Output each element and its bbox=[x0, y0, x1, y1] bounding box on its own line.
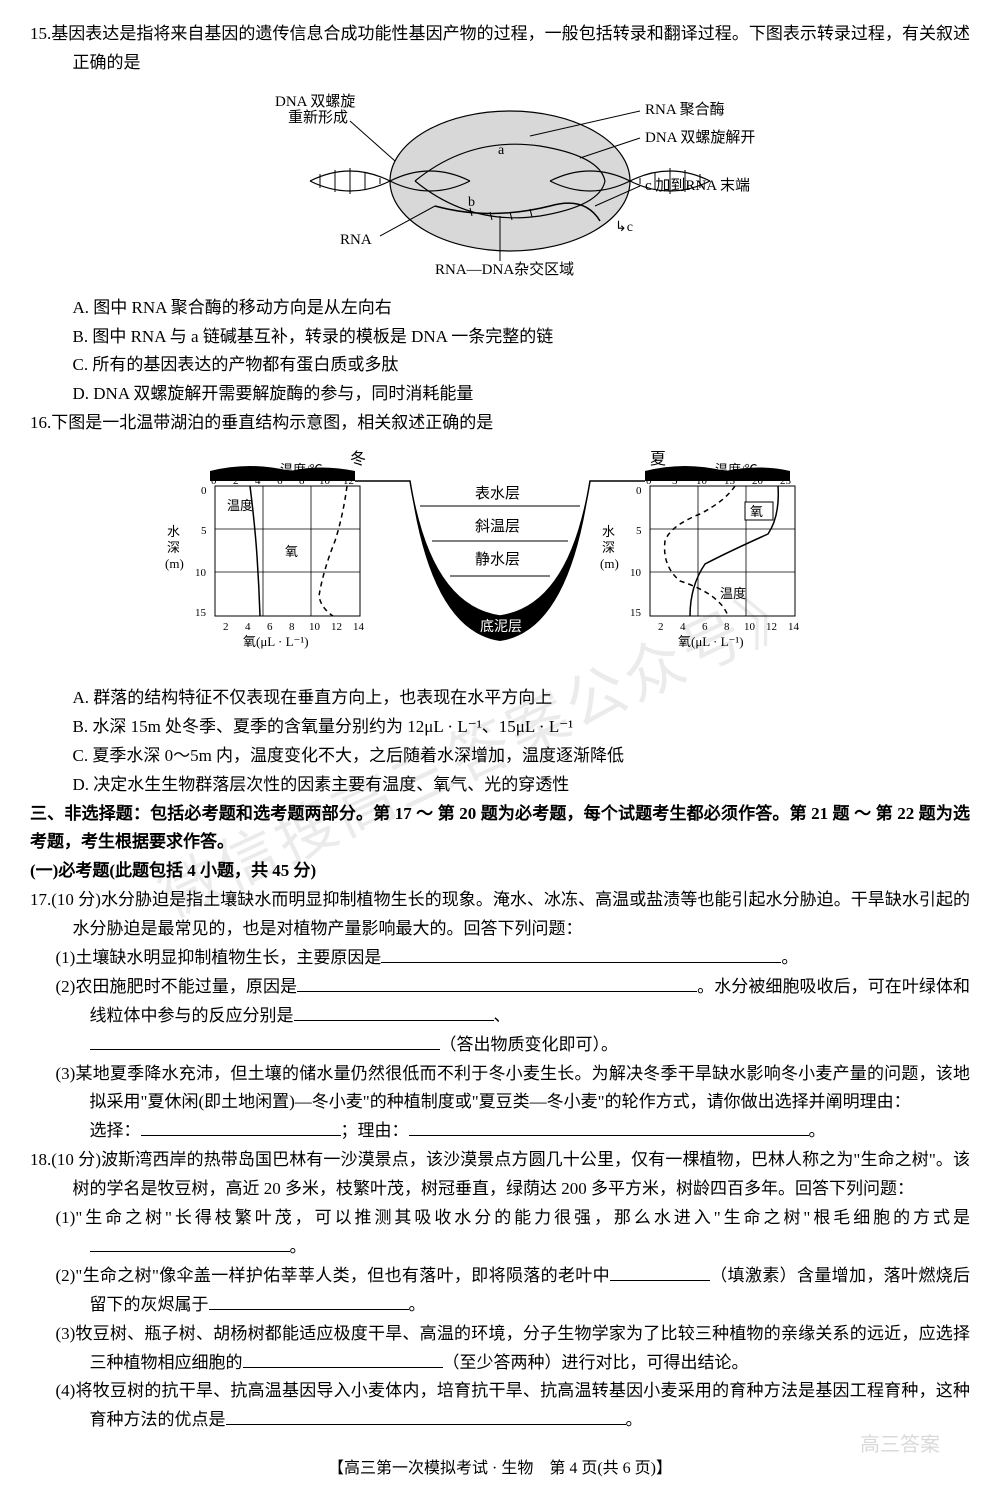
q16-stem: 16.下图是一北温带湖泊的垂直结构示意图，相关叙述正确的是 bbox=[30, 409, 970, 438]
q15-option-c: C. 所有的基因表达的产物都有蛋白质或多肽 bbox=[73, 351, 971, 380]
svg-text:斜温层: 斜温层 bbox=[475, 518, 520, 535]
svg-text:DNA 双螺旋解开: DNA 双螺旋解开 bbox=[645, 129, 755, 146]
svg-text:8: 8 bbox=[724, 621, 730, 633]
svg-text:4: 4 bbox=[680, 621, 686, 633]
blank bbox=[381, 945, 781, 963]
q15-option-b: B. 图中 RNA 与 a 链碱基互补，转录的模板是 DNA 一条完整的链 bbox=[73, 323, 971, 352]
svg-text:5: 5 bbox=[636, 525, 642, 537]
corner-watermark: 高三答案 bbox=[860, 1428, 940, 1462]
svg-text:夏: 夏 bbox=[650, 451, 666, 468]
blank bbox=[243, 1350, 443, 1368]
blank bbox=[90, 1234, 290, 1252]
svg-text:8: 8 bbox=[299, 475, 305, 487]
svg-text:6: 6 bbox=[267, 621, 273, 633]
q17-p3: (3)某地夏季降水充沛，但土壤的储水量仍然很低而不利于冬小麦生长。为解决冬季干旱… bbox=[30, 1060, 970, 1147]
q18-stem: 18.(10 分)波斯湾西岸的热带岛国巴林有一沙漠景点，该沙漠景点方圆几十公里，… bbox=[30, 1146, 970, 1204]
q18-p1: (1)"生命之树"长得枝繁叶茂，可以推测其吸收水分的能力很强，那么水进入"生命之… bbox=[30, 1204, 970, 1262]
svg-text:2: 2 bbox=[233, 475, 239, 487]
svg-text:0: 0 bbox=[646, 475, 652, 487]
svg-text:10: 10 bbox=[630, 567, 642, 579]
svg-text:温度: 温度 bbox=[720, 586, 746, 601]
q15-label-c-letter: ↳c bbox=[615, 220, 633, 235]
svg-text:15: 15 bbox=[630, 607, 642, 619]
q18-p2: (2)"生命之树"像伞盖一样护佑莘莘人类，但也有落叶，即将陨落的老叶中（填激素）… bbox=[30, 1262, 970, 1320]
svg-text:氧: 氧 bbox=[285, 544, 298, 559]
q15-option-d: D. DNA 双螺旋解开需要解旋酶的参与，同时消耗能量 bbox=[73, 380, 971, 409]
svg-text:2: 2 bbox=[223, 621, 229, 633]
q17-stem: 17.(10 分)水分胁迫是指土壤缺水而明显抑制植物生长的现象。淹水、冰冻、高温… bbox=[30, 886, 970, 944]
svg-text:RNA—DNA杂交区域: RNA—DNA杂交区域 bbox=[435, 260, 574, 276]
svg-text:氧(μL · L⁻¹): 氧(μL · L⁻¹) bbox=[678, 634, 744, 649]
svg-text:冬: 冬 bbox=[350, 450, 366, 468]
svg-text:氧(μL · L⁻¹): 氧(μL · L⁻¹) bbox=[243, 634, 309, 649]
svg-text:温度: 温度 bbox=[227, 498, 253, 513]
svg-text:底泥层: 底泥层 bbox=[480, 619, 522, 635]
svg-text:6: 6 bbox=[702, 621, 708, 633]
svg-text:0: 0 bbox=[636, 485, 642, 497]
svg-text:6: 6 bbox=[277, 475, 283, 487]
svg-text:水: 水 bbox=[602, 524, 615, 539]
svg-text:12: 12 bbox=[331, 621, 342, 633]
q17-p1: (1)土壤缺水明显抑制植物生长，主要原因是。 bbox=[30, 944, 970, 973]
svg-text:25: 25 bbox=[780, 475, 792, 487]
blank bbox=[226, 1407, 626, 1425]
q16-option-c: C. 夏季水深 0～5m 内，温度变化不大，之后随着水深增加，温度逐渐降低 bbox=[73, 742, 971, 771]
svg-text:RNA: RNA bbox=[340, 232, 372, 248]
section3-title: 三、非选择题：包括必考题和选考题两部分。第 17 ～ 第 20 题为必考题，每个… bbox=[30, 800, 970, 858]
svg-text:10: 10 bbox=[309, 621, 321, 633]
svg-text:12: 12 bbox=[343, 475, 354, 487]
q18-p3: (3)牧豆树、瓶子树、胡杨树都能适应极度干旱、高温的环境，分子生物学家为了比较三… bbox=[30, 1320, 970, 1378]
svg-text:15: 15 bbox=[195, 607, 207, 619]
svg-text:DNA 双螺旋: DNA 双螺旋 bbox=[275, 93, 355, 110]
q16-option-b: B. 水深 15m 处冬季、夏季的含氧量分别约为 12μL · L⁻¹、15μL… bbox=[73, 713, 971, 742]
svg-text:10: 10 bbox=[319, 475, 331, 487]
blank bbox=[294, 1003, 494, 1021]
blank bbox=[90, 1032, 440, 1050]
svg-text:重新形成: 重新形成 bbox=[288, 109, 348, 126]
svg-text:4: 4 bbox=[245, 621, 251, 633]
svg-text:RNA 聚合酶: RNA 聚合酶 bbox=[645, 101, 725, 118]
q16-option-d: D. 决定水生生物群落层次性的因素主要有温度、氧气、光的穿透性 bbox=[73, 771, 971, 800]
svg-text:10: 10 bbox=[696, 475, 708, 487]
svg-text:14: 14 bbox=[788, 621, 800, 633]
page-footer: 【高三第一次模拟考试 · 生物 第 4 页(共 6 页)】 bbox=[30, 1455, 970, 1482]
q15-label-a: a bbox=[498, 143, 505, 158]
q15-label-b: b bbox=[468, 195, 475, 210]
svg-text:(m): (m) bbox=[165, 556, 184, 571]
svg-text:15: 15 bbox=[724, 475, 736, 487]
svg-text:水: 水 bbox=[167, 524, 180, 539]
blank bbox=[209, 1292, 409, 1310]
svg-text:5: 5 bbox=[672, 475, 678, 487]
svg-text:8: 8 bbox=[289, 621, 295, 633]
svg-text:12: 12 bbox=[766, 621, 777, 633]
svg-text:2: 2 bbox=[658, 621, 664, 633]
q15-diagram: a b ↳c DNA 双螺旋 重新形成 RNA 聚合酶 DNA 双螺旋解开 c … bbox=[30, 86, 970, 286]
svg-text:深: 深 bbox=[602, 540, 615, 555]
blank bbox=[141, 1118, 341, 1136]
q15-option-a: A. 图中 RNA 聚合酶的移动方向是从左向右 bbox=[73, 294, 971, 323]
svg-text:10: 10 bbox=[195, 567, 207, 579]
svg-text:氧: 氧 bbox=[750, 504, 763, 519]
q15-stem: 15.基因表达是指将来自基因的遗传信息合成功能性基因产物的过程，一般包括转录和翻… bbox=[30, 20, 970, 78]
svg-text:深: 深 bbox=[167, 540, 180, 555]
svg-text:10: 10 bbox=[744, 621, 756, 633]
svg-text:(m): (m) bbox=[600, 556, 619, 571]
svg-text:4: 4 bbox=[255, 475, 261, 487]
svg-text:20: 20 bbox=[752, 475, 764, 487]
svg-text:0: 0 bbox=[201, 485, 207, 497]
section3-sub1: (一)必考题(此题包括 4 小题，共 45 分) bbox=[30, 857, 970, 886]
blank bbox=[297, 974, 697, 992]
svg-text:c 加到RNA 末端: c 加到RNA 末端 bbox=[645, 177, 750, 194]
svg-text:0: 0 bbox=[211, 475, 217, 487]
svg-text:14: 14 bbox=[353, 621, 365, 633]
q18-p4: (4)将牧豆树的抗干旱、抗高温基因导入小麦体内，培育抗干旱、抗高温转基因小麦采用… bbox=[30, 1377, 970, 1435]
q16-diagram: 底泥层 表水层 斜温层 静水层 冬 温度/℃ 024 681012 水 深 (m… bbox=[30, 446, 970, 676]
q17-p2: (2)农田施肥时不能过量，原因是。水分被细胞吸收后，可在叶绿体和线粒体中参与的反… bbox=[30, 973, 970, 1060]
svg-text:5: 5 bbox=[201, 525, 207, 537]
blank bbox=[409, 1118, 809, 1136]
svg-text:静水层: 静水层 bbox=[475, 551, 520, 568]
svg-text:表水层: 表水层 bbox=[475, 485, 520, 502]
q16-option-a: A. 群落的结构特征不仅表现在垂直方向上，也表现在水平方向上 bbox=[73, 684, 971, 713]
blank bbox=[610, 1263, 710, 1281]
